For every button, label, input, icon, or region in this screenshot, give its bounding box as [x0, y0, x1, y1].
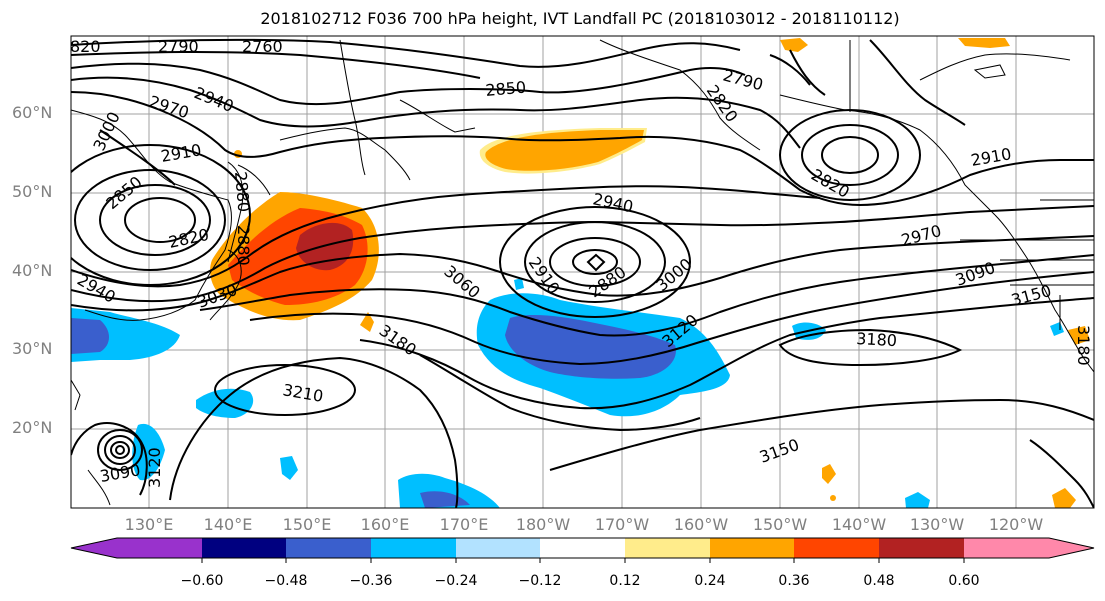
contour-label: 2790 — [721, 66, 765, 95]
coastlines — [71, 39, 1094, 506]
lat-label-50n: 50°N — [12, 182, 53, 201]
map-plot-area: 820 2790 2760 2970 2940 3000 2850 2790 2… — [70, 36, 1094, 508]
lon-label-180w: 180°W — [515, 515, 571, 534]
colorbar-tick-label: −0.60 — [180, 573, 224, 589]
colorbar-tick-label: −0.36 — [349, 573, 393, 589]
contour-label: 3150 — [757, 435, 802, 467]
colorbar-tick-label: 0.24 — [694, 573, 726, 589]
map-frame — [70, 35, 1095, 509]
contour-label: 2820 — [167, 225, 211, 252]
lat-label-40n: 40°N — [12, 261, 53, 280]
contour-label: 3120 — [145, 447, 164, 488]
contour-label: 2760 — [242, 37, 283, 56]
colorbar-tick-label: −0.24 — [434, 573, 478, 589]
lon-label-160e: 160°E — [360, 515, 410, 534]
lon-label-170e: 170°E — [439, 515, 489, 534]
lon-label-170w: 170°W — [594, 515, 650, 534]
colorbar-tick-label: 0.60 — [948, 573, 980, 589]
contour-label: 2910 — [159, 140, 202, 166]
lon-label-120w: 120°W — [988, 515, 1044, 534]
contour-label: 2940 — [192, 83, 237, 116]
contour-label: 3180 — [1074, 325, 1093, 366]
contour-label: 2970 — [147, 92, 192, 123]
contour-label: 2940 — [74, 270, 119, 307]
lon-label-140w: 140°W — [831, 515, 887, 534]
lon-label-130e: 130°E — [124, 515, 174, 534]
lon-label-140e: 140°E — [203, 515, 253, 534]
lon-label-150e: 150°E — [282, 515, 332, 534]
contour-label: 3210 — [281, 380, 324, 406]
contour-label: 3180 — [376, 321, 420, 360]
lat-label-60n: 60°N — [12, 103, 53, 122]
colorbar-tick-label: −0.12 — [518, 573, 562, 589]
contour-label: 3000 — [89, 109, 123, 154]
contour-label: 2850 — [485, 78, 527, 100]
lat-label-30n: 30°N — [12, 339, 53, 358]
height-contours — [71, 38, 1094, 508]
contour-label: 820 — [70, 37, 101, 56]
contour-label: 2880 — [234, 225, 253, 266]
ivt-negative-shading — [71, 278, 1064, 508]
lon-label-130w: 130°W — [909, 515, 965, 534]
colorbar-tick-label: 0.36 — [778, 573, 810, 589]
lat-label-20n: 20°N — [12, 418, 53, 437]
colorbar-tick-label: −0.48 — [264, 573, 308, 589]
lon-label-150w: 150°W — [752, 515, 808, 534]
colorbar-tick-label: 0.12 — [609, 573, 641, 589]
contour-label: 3180 — [856, 329, 898, 350]
colorbar — [70, 537, 1095, 563]
colorbar-extend-high — [1049, 538, 1094, 558]
contour-label: 2790 — [158, 37, 199, 56]
colorbar-extend-low — [71, 538, 117, 558]
map-title: 2018102712 F036 700 hPa height, IVT Land… — [260, 9, 900, 28]
lon-label-160w: 160°W — [673, 515, 729, 534]
contour-label: 2880 — [231, 171, 253, 213]
colorbar-tick-label: 0.48 — [863, 573, 895, 589]
